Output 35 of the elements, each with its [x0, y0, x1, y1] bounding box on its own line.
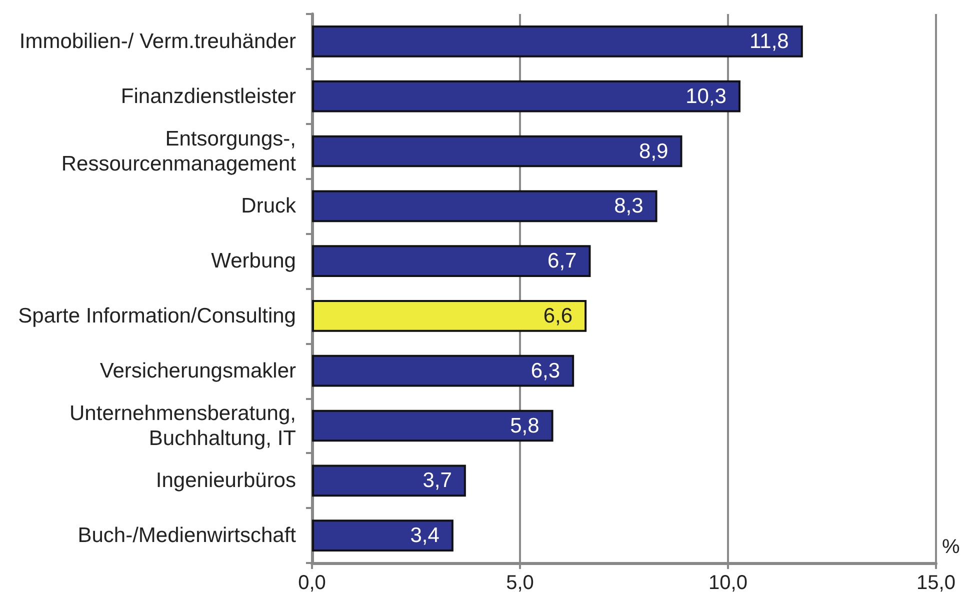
y-tick-label: Immobilien-/ Verm.treuhänder — [19, 30, 296, 53]
y-tick-label: Ingenieurbüros — [156, 469, 296, 492]
bar — [312, 190, 658, 222]
data-label: 10,3 — [686, 84, 726, 108]
data-label: 3,7 — [422, 469, 452, 492]
bar — [312, 80, 740, 112]
data-label: 6,3 — [530, 359, 560, 382]
x-tick-label: 15,0 — [916, 572, 956, 594]
y-tick-label: Werbung — [211, 250, 296, 273]
y-tick-label: Buch-/Medienwirtschaft — [78, 524, 296, 548]
bar — [312, 464, 466, 497]
x-tick-label: 5,0 — [506, 572, 534, 594]
x-tick-label: 10,0 — [708, 572, 748, 594]
data-label: 11,8 — [750, 30, 789, 53]
data-label: 3,4 — [410, 524, 440, 548]
y-tick-label: Entsorgungs-, Ressourcenmanagement — [61, 127, 296, 176]
x-tick-label: 0,0 — [298, 572, 326, 594]
data-label: 6,6 — [543, 304, 573, 328]
y-tick-label: Versicherungsmakler — [100, 359, 296, 382]
bar — [312, 520, 454, 552]
data-label: 8,3 — [614, 194, 644, 218]
data-label: 5,8 — [510, 414, 540, 438]
bar — [312, 354, 574, 387]
y-tick-label: Unternehmensberatung, Buchhaltung, IT — [70, 402, 296, 450]
bar — [312, 26, 803, 58]
data-label: 6,7 — [548, 250, 577, 273]
bar — [312, 135, 682, 168]
bar — [312, 410, 554, 442]
y-tick-label: Druck — [241, 194, 296, 218]
bar — [312, 245, 591, 277]
x-axis-title: % — [942, 536, 960, 558]
bar — [312, 300, 587, 332]
y-tick-label: Sparte Information/Consulting — [18, 304, 296, 328]
y-tick-label: Finanzdienstleister — [120, 84, 296, 108]
data-label: 8,9 — [639, 140, 668, 163]
